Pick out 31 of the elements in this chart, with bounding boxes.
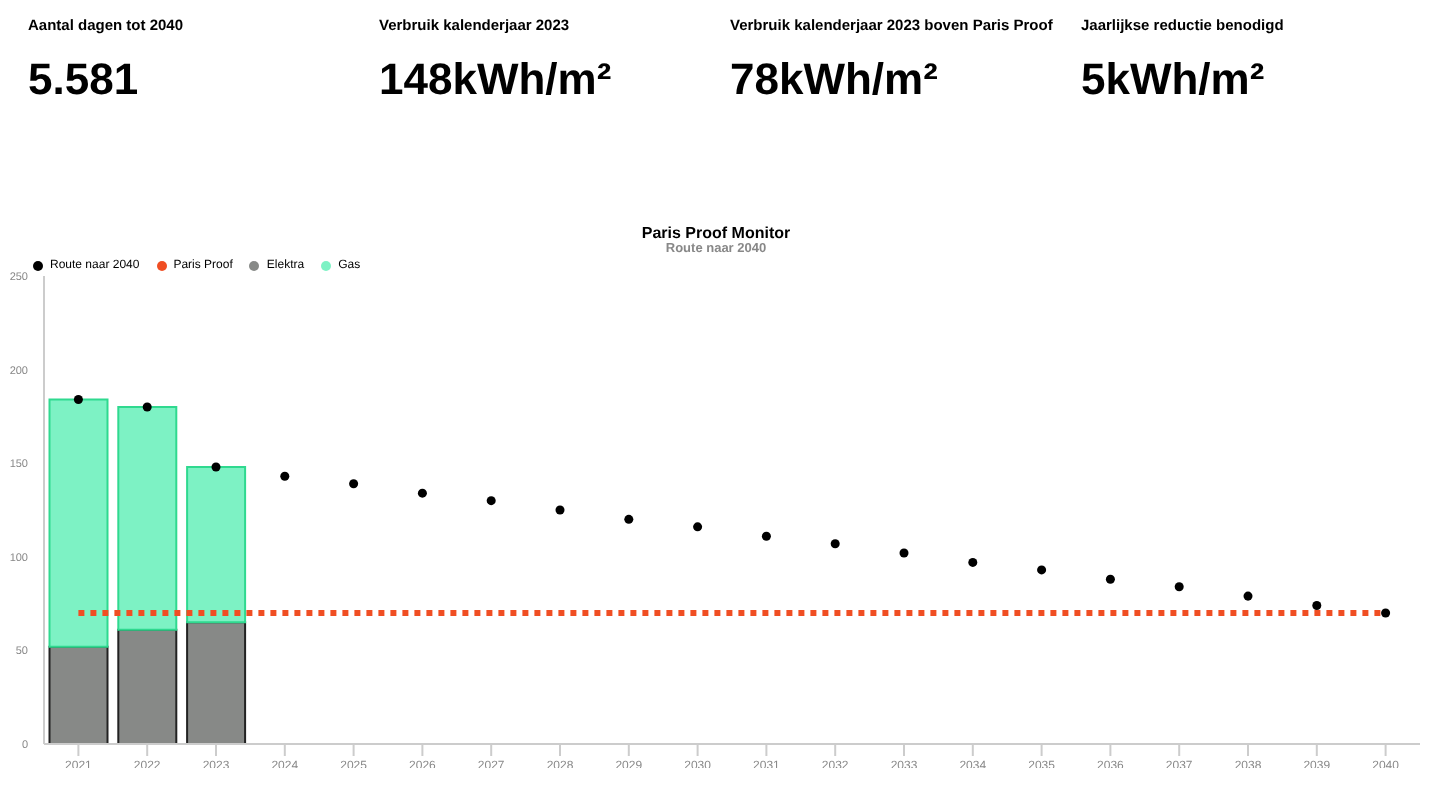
point <box>211 462 221 472</box>
point <box>1243 591 1253 601</box>
bar <box>117 406 178 631</box>
bar <box>117 628 178 744</box>
point <box>486 496 496 506</box>
point <box>1174 582 1184 592</box>
text: 78kWh/m² <box>730 54 940 106</box>
bar <box>186 621 247 744</box>
text: 5.581 <box>28 54 141 106</box>
point <box>417 488 427 498</box>
point <box>899 548 909 558</box>
point <box>1381 608 1391 618</box>
bar <box>186 465 247 624</box>
point <box>349 479 359 489</box>
chart-title: Paris Proof Monitor <box>639 224 793 242</box>
point <box>73 395 83 405</box>
point <box>761 531 771 541</box>
bar <box>48 398 109 648</box>
point <box>142 402 152 412</box>
point <box>1037 565 1047 575</box>
point <box>1312 600 1322 610</box>
point <box>968 557 978 567</box>
point <box>830 539 840 549</box>
point <box>555 505 565 515</box>
point <box>693 522 703 532</box>
bar <box>48 645 109 744</box>
point <box>280 471 290 481</box>
point <box>1105 574 1115 584</box>
text: 148kWh/m² <box>379 54 614 106</box>
point <box>624 514 634 524</box>
text: 5kWh/m² <box>1081 54 1267 106</box>
